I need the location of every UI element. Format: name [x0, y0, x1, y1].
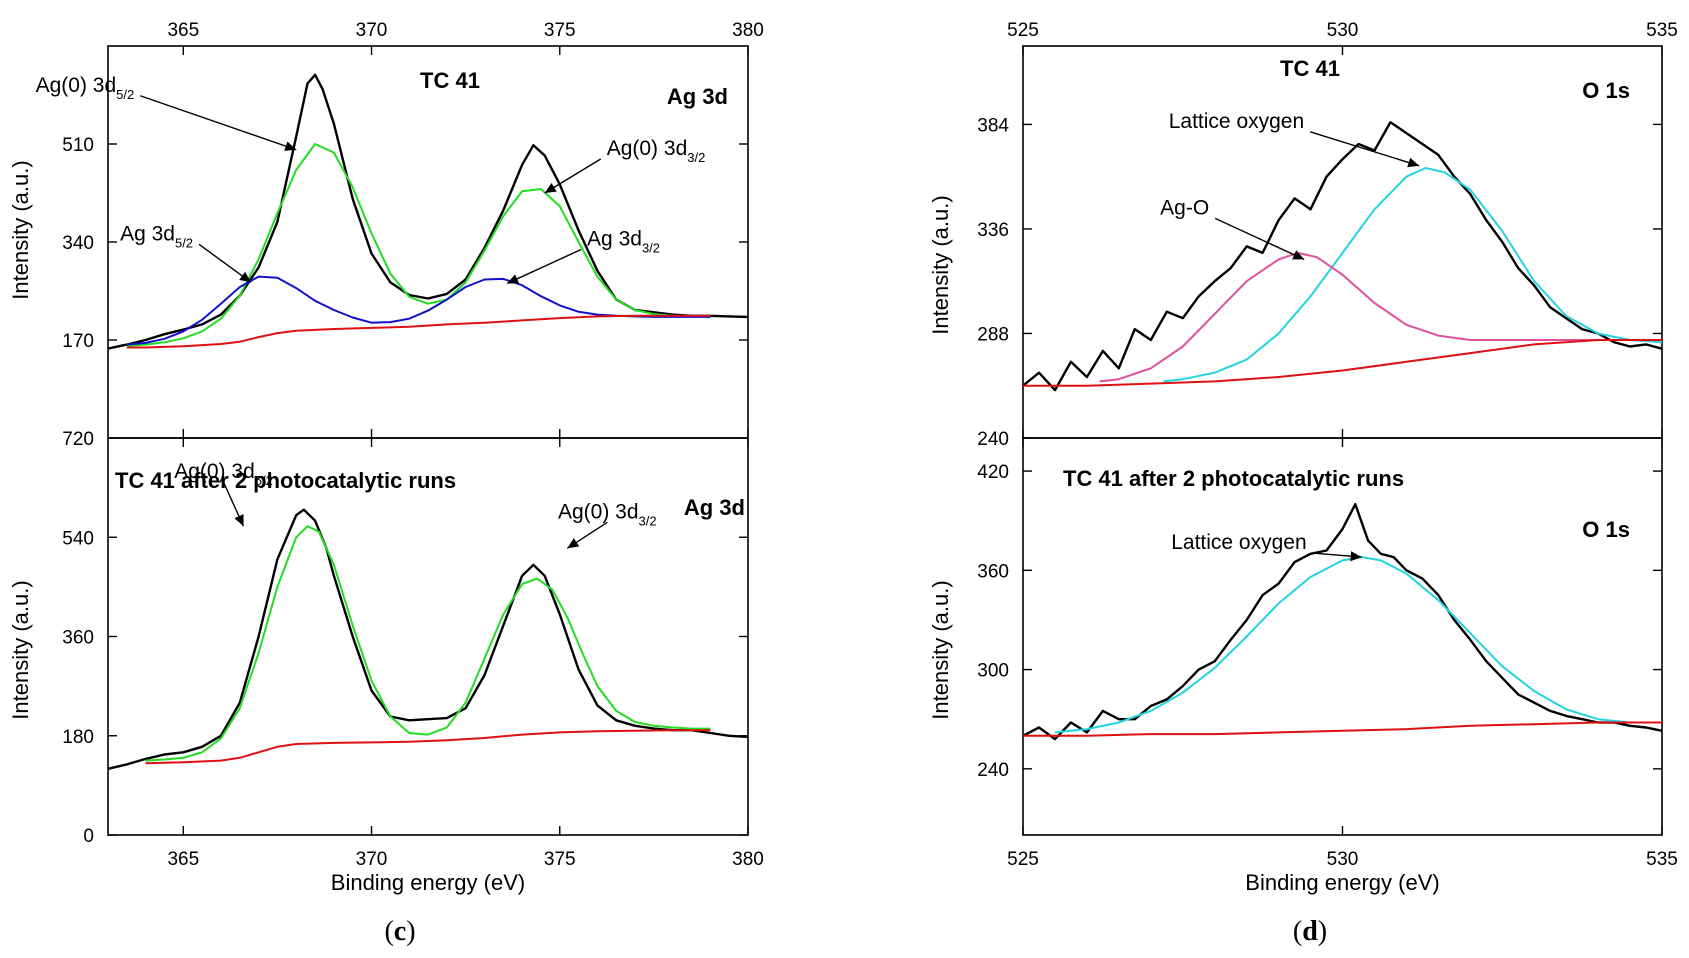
chart-title: TC 41 [420, 68, 480, 93]
arrow-head [1407, 157, 1420, 168]
annotation-label: Ag 3d3/2 [587, 228, 660, 256]
arrow-head [567, 538, 580, 549]
series-background [1023, 721, 1662, 737]
y-axis-title: Intensity (a.u.) [928, 580, 953, 719]
x-tick-label-top: 535 [1646, 20, 1678, 41]
series-background [126, 314, 711, 349]
annotation: Ag(0) 3d5/2 [36, 74, 297, 151]
plot-frame [1022, 437, 1663, 836]
chart-title: TC 41 after 2 photocatalytic runs [1063, 466, 1404, 491]
y-tick-label: 360 [977, 561, 1009, 582]
arrow-head [234, 514, 244, 527]
annotation: Ag-O [1160, 196, 1305, 261]
y-tick-label: 170 [62, 331, 94, 352]
panel-letter: (d) [1293, 916, 1327, 947]
x-tick-label: 375 [544, 849, 576, 870]
x-tick-label: 380 [732, 849, 764, 870]
chart-c-top: 365 370 375 380 170 340 510 TC 41 Ag 3d Intensity… [8, 20, 764, 439]
x-tick-label-top: 380 [732, 20, 764, 41]
series-lattice-oxygen-component [1054, 556, 1662, 734]
x-axis-title: Binding energy (eV) [1245, 870, 1439, 895]
annotation-arrow [506, 248, 582, 285]
arrow-head [284, 141, 297, 151]
x-tick-label: 530 [1327, 849, 1359, 870]
arrow-head [239, 271, 252, 283]
annotation: Ag(0) 3d3/2 [558, 500, 657, 549]
annotation-label: Ag 3d5/2 [120, 222, 193, 250]
core-level-label: O 1s [1582, 78, 1630, 103]
x-tick-label-top: 530 [1327, 20, 1359, 41]
annotation-label: Ag(0) 3d3/2 [558, 500, 657, 528]
chart-d-top: 525 530 535 240 288 336 384 TC 41 O 1s Intensity … [928, 20, 1678, 450]
series-ag-o-component [1099, 251, 1662, 383]
y-tick-label: 240 [977, 760, 1009, 781]
y-tick-label: 510 [62, 135, 94, 156]
y-tick-label: 240 [977, 429, 1009, 450]
annotation-arrow [1309, 131, 1420, 167]
x-tick-label: 525 [1007, 849, 1039, 870]
plot-frame [107, 437, 749, 836]
annotation-label: Ag(0) 3d3/2 [607, 137, 706, 165]
y-tick-label: 288 [977, 324, 1009, 345]
y-tick-label: 336 [977, 220, 1009, 241]
core-level-label: Ag 3d [667, 84, 728, 109]
x-axis-title: Binding energy (eV) [331, 870, 525, 895]
annotation: Ag(0) 3d3/2 [544, 137, 706, 194]
x-tick-label-top: 525 [1007, 20, 1039, 41]
annotation: Lattice oxygen [1171, 531, 1362, 562]
x-tick-label-top: 370 [356, 20, 388, 41]
series-ag-3d5-2-component [126, 275, 711, 346]
y-axis-title: Intensity (a.u.) [928, 195, 953, 334]
series-fit-envelope [145, 525, 711, 762]
y-tick-label: 180 [62, 727, 94, 748]
annotation: Lattice oxygen [1169, 110, 1420, 168]
y-tick-label: 720 [62, 429, 94, 450]
core-level-label: Ag 3d [684, 495, 745, 520]
y-tick-label: 340 [62, 233, 94, 254]
core-level-label: O 1s [1582, 517, 1630, 542]
x-tick-label: 370 [356, 849, 388, 870]
arrow-head [544, 183, 557, 193]
series-background [145, 729, 711, 765]
y-tick-label: 0 [83, 826, 94, 847]
chart-title: TC 41 after 2 photocatalytic runs [115, 468, 456, 493]
annotation: Ag(0) 3d5/2 [174, 460, 273, 527]
annotation-label: Lattice oxygen [1171, 531, 1306, 554]
y-axis-title: Intensity (a.u.) [8, 580, 33, 719]
annotation-label: Ag-O [1160, 196, 1209, 219]
chart-d-bottom: 525 530 535 240 300 360 420 TC 41 after 2 photo… [928, 437, 1678, 895]
arrow-head [507, 274, 520, 284]
y-tick-label: 360 [62, 628, 94, 649]
chart-title: TC 41 [1280, 56, 1340, 81]
series-measured [1022, 503, 1663, 741]
annotation: Ag 3d5/2 [120, 222, 252, 283]
series-lattice-oxygen-component [1163, 167, 1663, 383]
y-tick-label: 540 [62, 528, 94, 549]
series-measured [107, 73, 749, 350]
annotation-label: Ag(0) 3d5/2 [36, 74, 135, 102]
series-measured [1022, 120, 1663, 392]
annotation-arrow [140, 95, 297, 151]
y-tick-label: 384 [977, 115, 1009, 136]
annotation-arrow [1214, 217, 1305, 261]
y-tick-label: 420 [977, 462, 1009, 483]
x-tick-label-top: 375 [544, 20, 576, 41]
chart-c-bottom: 365 370 375 380 0 180 360 540 720 TC 41 after 2 p… [8, 429, 764, 895]
y-axis-title: Intensity (a.u.) [8, 160, 33, 299]
annotation: Ag 3d3/2 [506, 228, 660, 285]
annotation-label: Ag(0) 3d5/2 [174, 460, 273, 488]
x-tick-label: 535 [1646, 849, 1678, 870]
y-tick-label: 300 [977, 661, 1009, 682]
panel-letter: (c) [384, 916, 415, 947]
x-tick-label: 365 [167, 849, 199, 870]
x-tick-label-top: 365 [167, 20, 199, 41]
annotation-label: Lattice oxygen [1169, 110, 1304, 133]
arrow-head [1350, 551, 1362, 562]
series-measured [107, 508, 749, 770]
series-fit-envelope [126, 143, 711, 347]
series-background [1023, 339, 1662, 387]
arrow-head [1292, 250, 1305, 260]
